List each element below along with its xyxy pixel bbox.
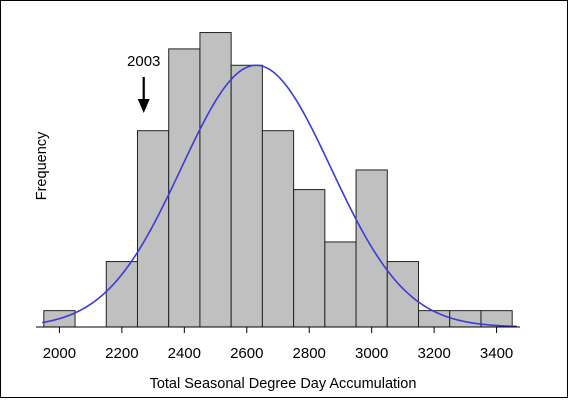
histogram-bar-3050-3150 (386, 261, 420, 328)
histogram-bar-2450-2550 (199, 32, 232, 328)
x-tick-label-3000: 3000 (355, 345, 388, 362)
x-tick-label-2800: 2800 (293, 345, 326, 362)
normal-curve (42, 64, 517, 328)
histogram-bar-2350-2450 (168, 48, 201, 328)
histogram-bar-2150-2250 (105, 261, 138, 328)
annotation-label: 2003 (127, 53, 160, 70)
x-tick-label-2000: 2000 (43, 345, 76, 362)
annotation-group: 2003 (127, 53, 160, 113)
y-axis-label: Frequency (34, 131, 50, 200)
x-tick-label-2400: 2400 (168, 345, 201, 362)
x-tick-label-3400: 3400 (480, 345, 513, 362)
annotation-arrow-head (137, 99, 150, 113)
x-tick-label-2600: 2600 (230, 345, 263, 362)
x-axis-label: Total Seasonal Degree Day Accumulation (150, 376, 417, 392)
histogram-bar-2850-2950 (324, 241, 357, 328)
histogram-bar-2750-2850 (293, 189, 326, 328)
histogram-bar-2550-2650 (230, 64, 263, 328)
histogram-bar-2250-2350 (136, 130, 170, 328)
x-tick-label-3200: 3200 (417, 345, 450, 362)
bars-group (43, 32, 513, 328)
x-ticks-group: 2000 2200 2400 2600 2800 3000 3200 3400 (43, 327, 513, 362)
histogram-bar-2650-2750 (261, 130, 295, 328)
histogram-bar-3150-3250 (418, 310, 451, 328)
x-tick-label-2200: 2200 (105, 345, 138, 362)
